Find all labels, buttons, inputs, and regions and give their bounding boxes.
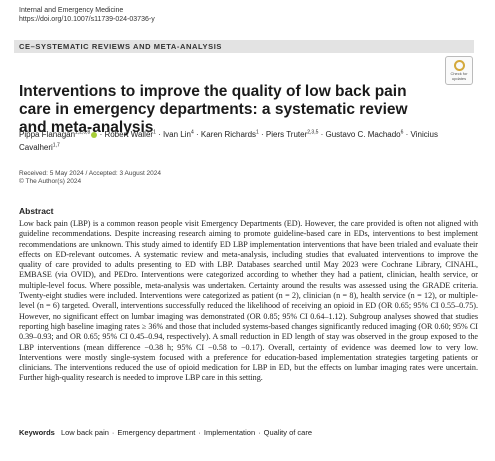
- author-name: Robert Waller: [104, 130, 154, 139]
- keyword-separator: ·: [198, 428, 201, 437]
- update-check-icon: [453, 60, 465, 71]
- abstract-body: Low back pain (LBP) is a common reason p…: [19, 219, 478, 384]
- doi-link[interactable]: https://doi.org/10.1007/s11739-024-03736…: [19, 16, 155, 23]
- author-affiliation: 1,7: [52, 142, 60, 149]
- journal-name: Internal and Emergency Medicine: [19, 7, 124, 14]
- copyright: © The Author(s) 2024: [19, 178, 82, 185]
- badge-text-line1: Check for: [450, 71, 468, 76]
- orcid-icon[interactable]: [91, 131, 98, 138]
- author-affiliation: 1: [256, 129, 259, 136]
- abstract-heading: Abstract: [19, 206, 54, 216]
- author-affiliation: 4: [190, 129, 194, 136]
- received-accepted: Received: 5 May 2024 / Accepted: 3 Augus…: [19, 170, 162, 177]
- abstract-text: Low back pain (LBP) is a common reason p…: [19, 219, 478, 383]
- author-separator: ·: [318, 130, 326, 139]
- keyword-separator: ·: [111, 428, 115, 437]
- author-separator: ·: [403, 130, 411, 139]
- author-name: Ivan Lin: [162, 130, 191, 139]
- author-name: Gustavo C. Machado: [325, 130, 401, 139]
- author-name: Vinicius Cavalheri: [19, 130, 438, 152]
- author[interactable]: Karen Richards1: [201, 130, 259, 139]
- keyword: Emergency department: [117, 428, 196, 437]
- check-for-updates-badge[interactable]: Check for updates: [445, 56, 473, 85]
- author[interactable]: Vinicius Cavalheri1,7: [19, 130, 438, 152]
- keyword: Low back pain: [60, 428, 109, 437]
- author[interactable]: Robert Waller1: [104, 130, 155, 139]
- section-bar: [14, 40, 474, 53]
- author-list: Pippa Flanagan1,2,3,8 · Robert Waller1 ·…: [19, 128, 479, 154]
- author-affiliation: 6: [400, 129, 404, 136]
- author-affiliation: 2,3,5: [307, 129, 319, 136]
- author-name: Pippa Flanagan: [19, 130, 76, 139]
- author[interactable]: Pippa Flanagan1,2,3,8: [19, 129, 98, 139]
- author-separator: ·: [155, 130, 163, 139]
- article-title: Interventions to improve the quality of …: [19, 83, 408, 136]
- author[interactable]: Gustavo C. Machado6: [325, 130, 403, 139]
- author-separator: ·: [258, 130, 266, 139]
- keywords-label: Keywords: [19, 428, 55, 437]
- publication-dates: Received: 5 May 2024 / Accepted: 3 Augus…: [19, 170, 161, 186]
- badge-text-line2: updates: [451, 75, 467, 81]
- journal-header: Internal and Emergency Medicine https://…: [19, 6, 155, 24]
- author-separator: ·: [97, 130, 105, 139]
- author-name: Karen Richards: [200, 130, 257, 139]
- keyword: Implementation: [203, 428, 256, 437]
- keyword-separator: ·: [258, 428, 261, 437]
- author[interactable]: Piers Truter2,3,5: [266, 130, 318, 139]
- author-separator: ·: [193, 130, 201, 139]
- author[interactable]: Ivan Lin4: [163, 130, 194, 139]
- author-affiliation: 1: [153, 129, 156, 136]
- keyword: Quality of care: [263, 428, 313, 437]
- author-name: Piers Truter: [265, 130, 308, 139]
- keywords: Keywords Low back pain · Emergency departm…: [19, 428, 479, 438]
- section-label: CE–SYSTEMATIC REVIEWS AND META-ANALYSIS: [19, 42, 223, 51]
- author-affiliation: 1,2,3,8: [75, 129, 91, 136]
